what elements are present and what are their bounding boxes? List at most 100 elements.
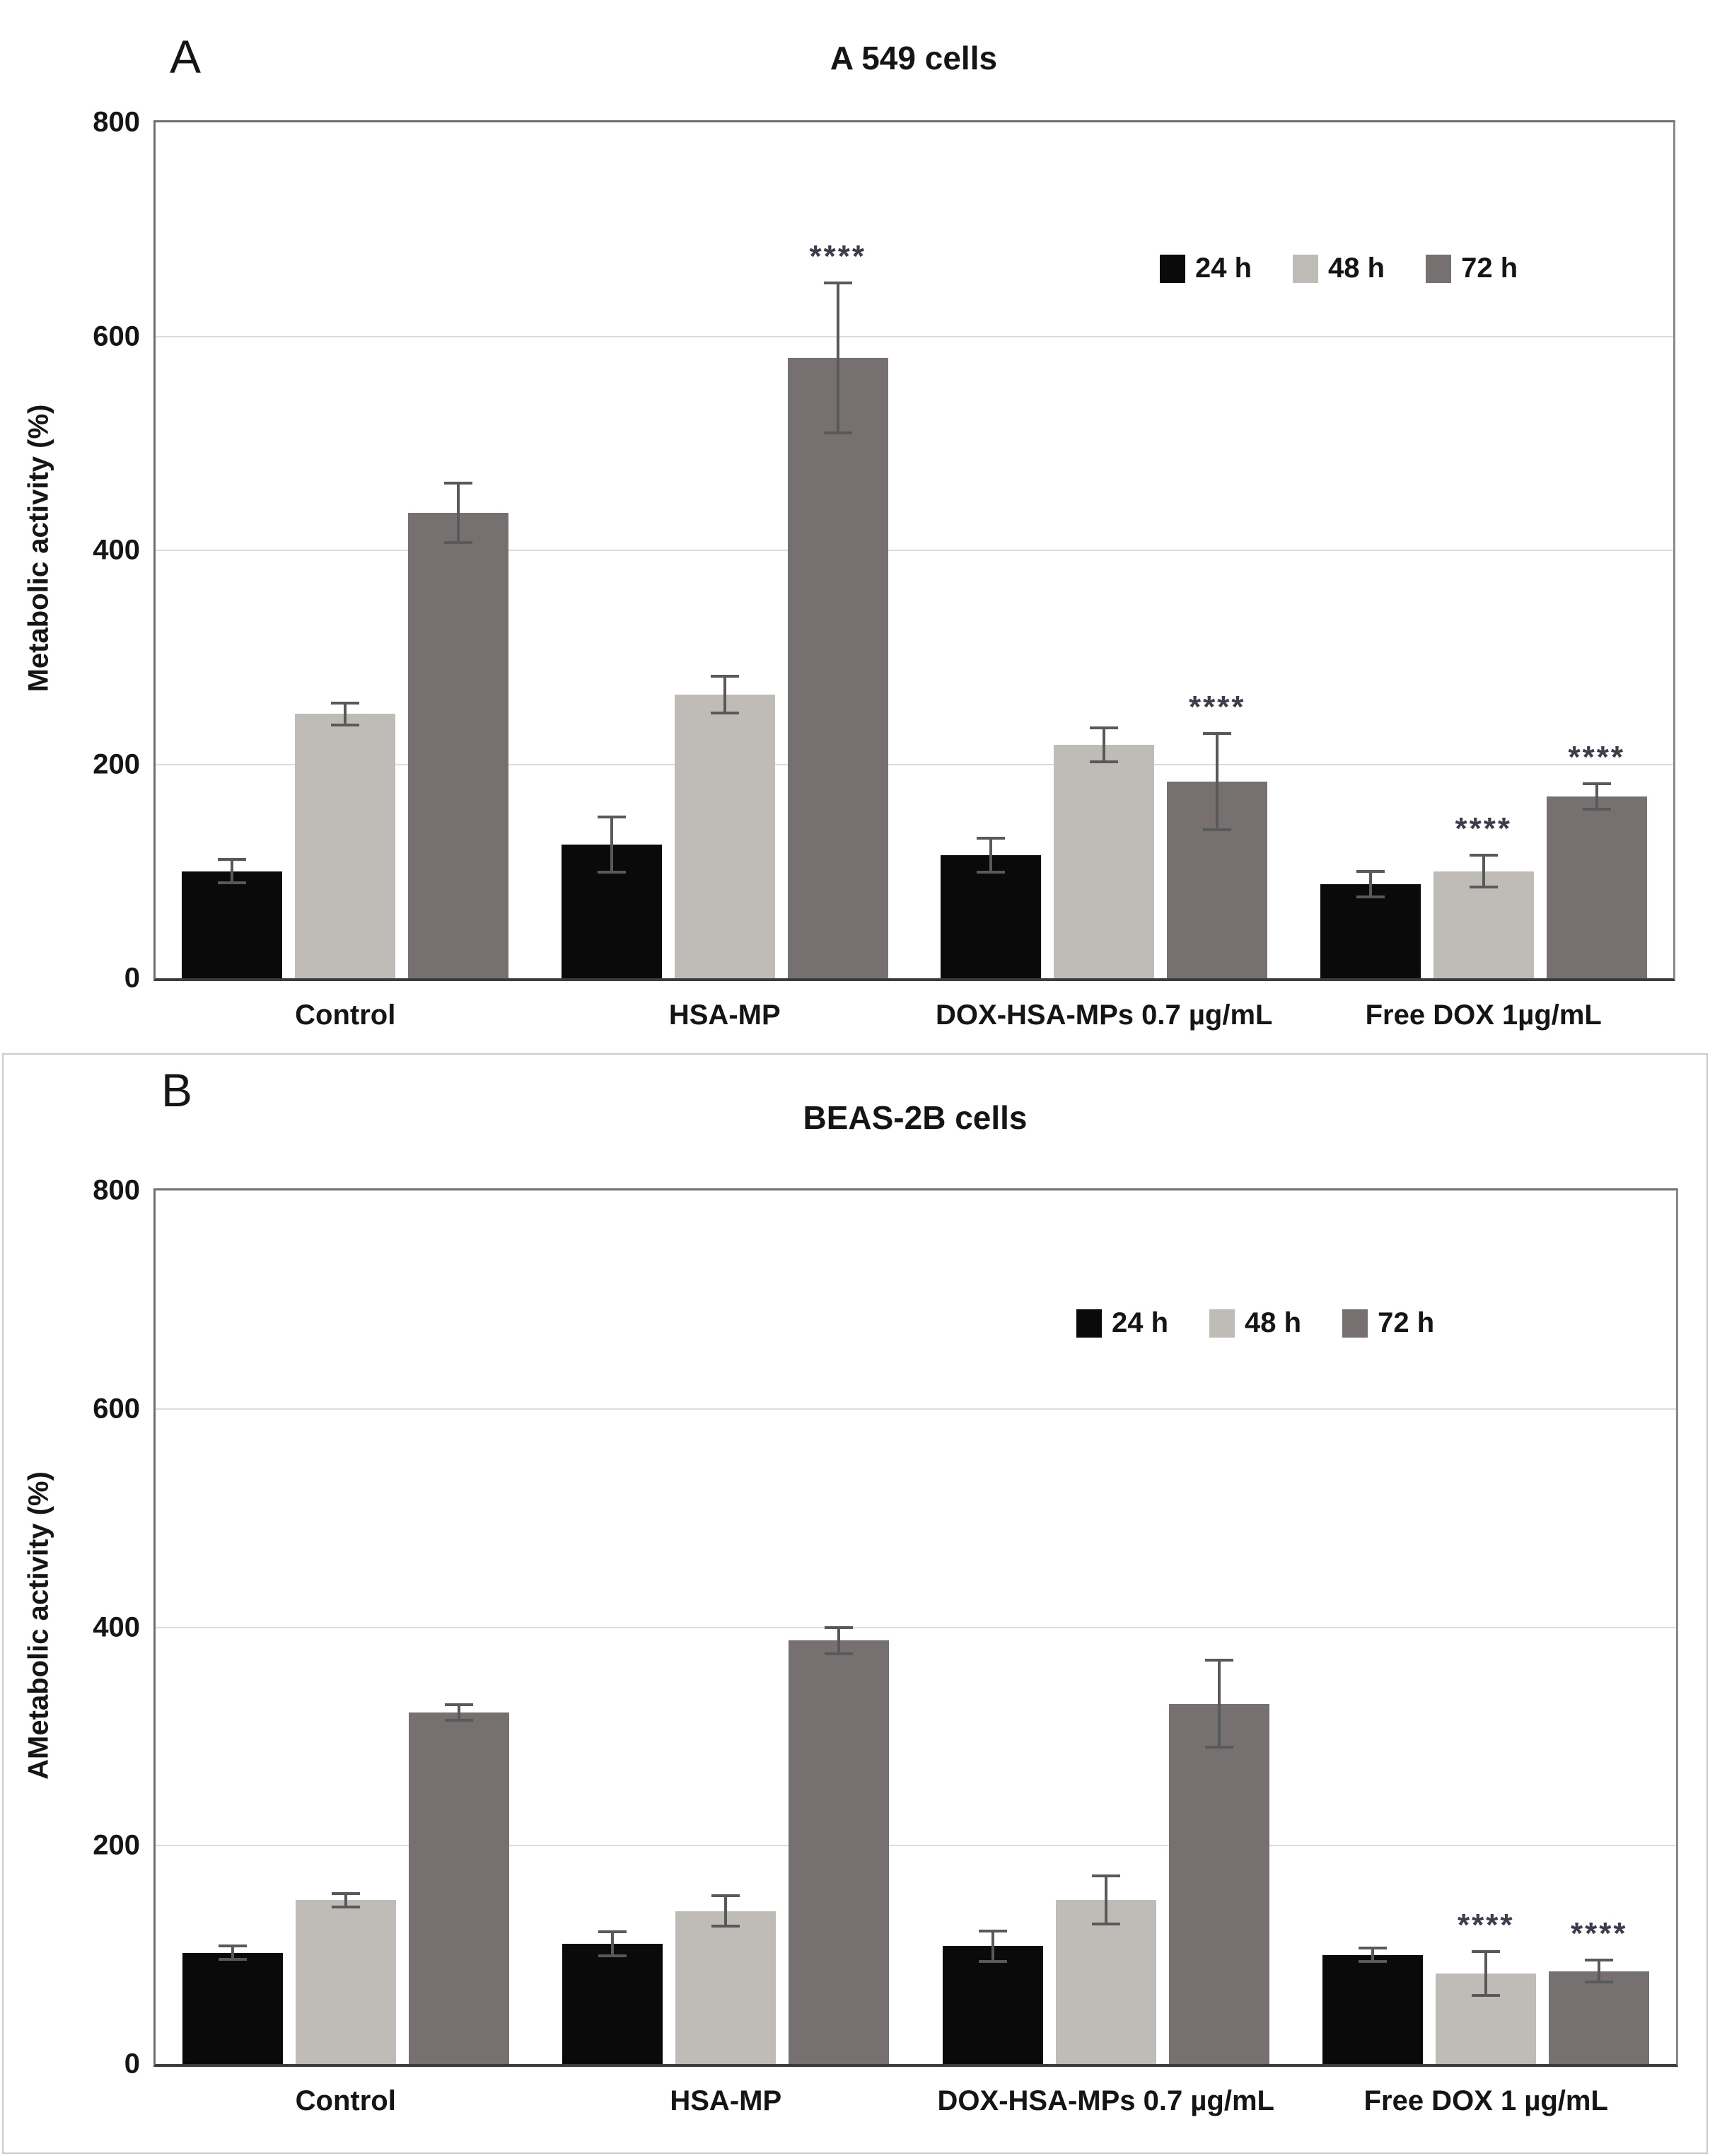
error-bar-cap: [1204, 1658, 1233, 1662]
bar-72h-Free-DOX-1-µg/mL: [1549, 1971, 1650, 2064]
plot-area: 0 200 400 600 800 Control **** HSA-MP **** DOX-HS…: [93, 107, 1675, 1031]
panel-b-border: [2, 1053, 1708, 2154]
x-category-label: Free DOX 1µg/mL: [1365, 999, 1602, 1031]
legend-item: 24 h: [1076, 1307, 1168, 1339]
bar-72h-DOX-HSA-MPs-0.7-µg/mL: [1168, 1703, 1269, 2064]
bar-48h-DOX-HSA-MPs-0.7-µg/mL: [1055, 1900, 1156, 2064]
significance-stars: ****: [1458, 1907, 1515, 1942]
error-bar-cap: [978, 1929, 1007, 1932]
error-bar: [610, 816, 613, 873]
legend-label: 72 h: [1461, 253, 1518, 284]
error-bar-cap: [218, 1945, 247, 1948]
error-bar-cap: [1356, 869, 1385, 873]
gridline-600: [156, 335, 1673, 337]
significance-stars: ****: [1571, 1916, 1628, 1952]
error-bar-cap: [597, 815, 626, 818]
error-bar: [1216, 733, 1219, 830]
error-bar-cap: [977, 871, 1006, 874]
error-bar-cap: [825, 1652, 854, 1655]
x-category-label: DOX-HSA-MPs 0.7 µg/mL: [936, 999, 1273, 1031]
error-bar-cap: [331, 702, 360, 705]
legend-swatch: [1293, 254, 1319, 283]
y-tick-label-0: 0: [124, 962, 140, 994]
error-bar-cap: [1582, 782, 1611, 785]
error-bar-cap: [1359, 1959, 1388, 1963]
bar-24h-Free-DOX-1µg/mL: [1320, 883, 1421, 978]
error-bar-cap: [710, 711, 739, 714]
y-tick-label-400: 400: [93, 1611, 140, 1642]
bar-72h-HSA-MP: [789, 1640, 890, 2064]
gridline-600: [156, 1408, 1676, 1410]
error-bar: [836, 282, 839, 433]
error-bar-cap: [1472, 1993, 1501, 1997]
gridline-200: [156, 763, 1673, 765]
bar-48h-HSA-MP: [675, 1911, 777, 2064]
error-bar-cap: [1204, 1746, 1233, 1749]
error-bar-cap: [218, 858, 247, 862]
significance-stars: ****: [1455, 811, 1512, 847]
error-bar-cap: [711, 1894, 740, 1898]
error-bar-cap: [825, 1625, 854, 1629]
bar-24h-Free-DOX-1-µg/mL: [1322, 1954, 1424, 2064]
bar-48h-Control: [295, 714, 396, 978]
error-bar-cap: [444, 1703, 473, 1707]
y-tick-label-600: 600: [93, 320, 140, 352]
error-bar: [231, 859, 234, 883]
bar-48h-HSA-MP: [674, 695, 775, 978]
gridline-400: [156, 550, 1673, 551]
error-bar-cap: [1203, 731, 1232, 735]
y-axis-title: Metabolic activity (%): [23, 404, 54, 692]
bar-24h-DOX-HSA-MPs-0.7-µg/mL: [941, 855, 1042, 978]
error-bar-cap: [711, 1925, 740, 1928]
error-bar: [344, 1894, 347, 1907]
error-bar-cap: [1090, 726, 1119, 730]
bar-24h-HSA-MP: [562, 1944, 663, 2064]
error-bar-cap: [1090, 760, 1119, 764]
error-bar-cap: [444, 541, 473, 545]
significance-stars: ****: [1189, 689, 1246, 724]
error-bar-cap: [1091, 1923, 1120, 1926]
legend: 24 h 48 h 72 h: [1076, 1307, 1434, 1339]
legend-item: 48 h: [1293, 253, 1385, 284]
x-category-label: HSA-MP: [668, 999, 781, 1031]
error-bar-cap: [823, 431, 852, 434]
error-bar: [1217, 1659, 1221, 1748]
bar-72h-Control: [408, 1712, 509, 2064]
bar-48h-Control: [295, 1900, 396, 2064]
bar-72h-HSA-MP: [787, 357, 888, 978]
error-bar-cap: [598, 1930, 627, 1934]
legend-swatch: [1160, 254, 1185, 283]
error-bar: [457, 1705, 460, 1720]
error-bar: [989, 838, 993, 873]
error-bar-cap: [597, 871, 626, 874]
error-bar: [231, 1946, 234, 1959]
x-category-label: Control: [295, 2085, 396, 2116]
significance-stars: ****: [809, 238, 866, 274]
error-bar: [457, 482, 460, 543]
significance-stars: ****: [1568, 739, 1625, 775]
y-axis-title: AMetabolic activity (%): [23, 1471, 54, 1780]
error-bar: [1368, 871, 1372, 898]
y-tick-label-400: 400: [93, 534, 140, 566]
legend: 24 h 48 h 72 h: [1160, 253, 1518, 284]
legend-label: 72 h: [1378, 1307, 1435, 1338]
legend-swatch: [1342, 1309, 1368, 1338]
error-bar-cap: [978, 1959, 1007, 1963]
legend-label: 24 h: [1195, 253, 1252, 284]
panel-letter: B: [161, 1064, 193, 1116]
error-bar: [1482, 855, 1485, 888]
error-bar-cap: [1472, 1949, 1501, 1953]
error-bar: [1595, 783, 1598, 810]
legend-swatch: [1426, 254, 1452, 283]
error-bar-cap: [598, 1954, 627, 1958]
panel-letter: A: [170, 30, 202, 83]
y-tick-label-800: 800: [93, 1174, 140, 1206]
error-bar-cap: [823, 281, 852, 284]
error-bar-cap: [1203, 828, 1232, 831]
bar-24h-Control: [182, 1952, 283, 2064]
error-bar-cap: [1091, 1874, 1120, 1878]
error-bar: [991, 1930, 994, 1961]
error-bar: [611, 1932, 615, 1957]
bar-24h-Control: [182, 871, 283, 978]
error-bar-cap: [1585, 1959, 1614, 1962]
